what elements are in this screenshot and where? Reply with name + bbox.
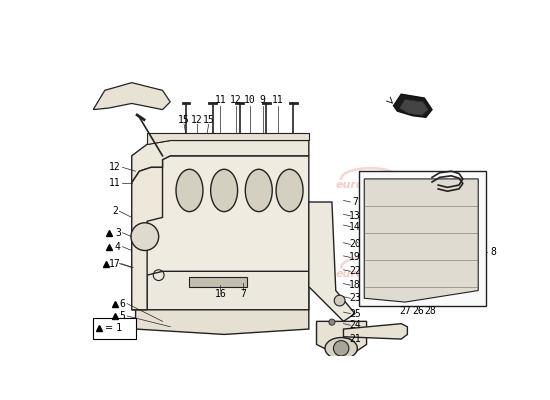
Ellipse shape — [245, 169, 272, 212]
Text: 12: 12 — [191, 115, 203, 125]
Text: 11: 11 — [214, 95, 226, 105]
Text: 11: 11 — [272, 95, 284, 105]
Text: 3: 3 — [115, 228, 121, 238]
FancyBboxPatch shape — [93, 318, 135, 339]
Ellipse shape — [325, 338, 358, 359]
Bar — [189, 278, 248, 287]
Polygon shape — [135, 310, 309, 334]
Text: eurospares: eurospares — [139, 269, 209, 279]
Text: 10: 10 — [244, 95, 255, 105]
Text: 13: 13 — [349, 211, 361, 221]
Text: 12: 12 — [109, 162, 120, 172]
Text: 22: 22 — [349, 266, 361, 276]
Ellipse shape — [176, 169, 203, 212]
Text: 15: 15 — [203, 115, 214, 125]
Text: 5: 5 — [119, 311, 125, 321]
Polygon shape — [394, 94, 432, 117]
Polygon shape — [364, 179, 478, 302]
Text: 26: 26 — [412, 306, 424, 316]
Text: 17: 17 — [109, 258, 120, 269]
Text: 28: 28 — [425, 306, 436, 316]
Text: 2: 2 — [112, 206, 118, 216]
Text: eurospares: eurospares — [336, 269, 405, 279]
Text: eurospares: eurospares — [139, 180, 209, 190]
Polygon shape — [309, 202, 355, 321]
Text: 8: 8 — [491, 247, 497, 257]
Text: 4: 4 — [115, 242, 121, 252]
Text: 9: 9 — [260, 95, 266, 105]
Polygon shape — [147, 133, 309, 144]
Text: 16: 16 — [214, 290, 226, 299]
Polygon shape — [317, 321, 366, 352]
Text: 25: 25 — [349, 309, 361, 319]
Circle shape — [131, 223, 159, 250]
Text: 18: 18 — [349, 280, 361, 290]
Text: 23: 23 — [349, 293, 361, 303]
Polygon shape — [147, 271, 309, 310]
Text: = 1: = 1 — [104, 323, 122, 333]
Text: 19: 19 — [349, 252, 361, 262]
Text: 7: 7 — [240, 290, 246, 299]
Polygon shape — [132, 167, 163, 310]
Text: 21: 21 — [349, 334, 361, 344]
Polygon shape — [93, 83, 170, 110]
Text: 24: 24 — [349, 320, 361, 330]
Polygon shape — [132, 140, 309, 183]
Text: 20: 20 — [349, 239, 361, 249]
Text: 7: 7 — [352, 197, 358, 207]
Text: 6: 6 — [119, 299, 125, 309]
Circle shape — [333, 340, 349, 356]
Text: eurospares: eurospares — [336, 180, 405, 190]
Text: 12: 12 — [230, 95, 241, 105]
Text: 27: 27 — [399, 306, 411, 316]
FancyBboxPatch shape — [359, 171, 486, 306]
Ellipse shape — [211, 169, 238, 212]
Text: 15: 15 — [178, 115, 190, 125]
Circle shape — [329, 319, 335, 325]
Circle shape — [334, 295, 345, 306]
Polygon shape — [132, 156, 309, 310]
Polygon shape — [343, 324, 408, 339]
Ellipse shape — [276, 169, 303, 212]
Text: 11: 11 — [109, 178, 120, 188]
Polygon shape — [400, 100, 428, 115]
Text: 14: 14 — [349, 222, 361, 232]
